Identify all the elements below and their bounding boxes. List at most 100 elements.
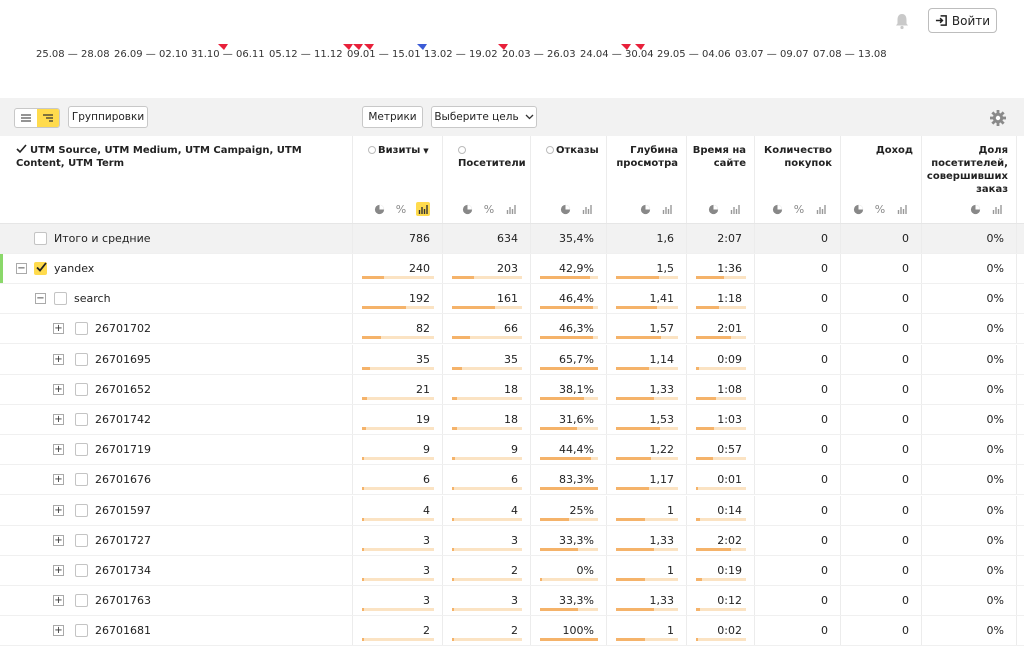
row-checkbox[interactable]	[75, 533, 88, 547]
timeline-date[interactable]: 13.02 — 19.02	[424, 49, 498, 60]
row-checkbox[interactable]	[75, 624, 88, 638]
table-row[interactable]: − yandex 240 203 42,9% 1,5 1:36 0 0 0%	[0, 254, 1024, 284]
column-header[interactable]: Глубина просмотра	[606, 144, 678, 170]
row-checkbox[interactable]	[54, 292, 67, 306]
view-toggle[interactable]	[14, 108, 60, 128]
column-header[interactable]: Доля посетителей, совершивших заказ	[921, 144, 1008, 196]
pie-chart-icon[interactable]	[706, 202, 720, 216]
expand-icon[interactable]: +	[53, 383, 64, 395]
table-row[interactable]: +26701676 6 6 83,3% 1,17 0:01 0 0 0%	[0, 465, 1024, 496]
groupings-button[interactable]: Группировки	[68, 106, 148, 128]
column-header[interactable]: Визиты ▼	[368, 144, 438, 158]
row-label[interactable]: Итого и средние	[54, 232, 151, 245]
bar-chart-icon[interactable]	[504, 202, 518, 216]
pie-chart-icon[interactable]	[851, 202, 865, 216]
timeline-date[interactable]: 25.08 — 28.08	[36, 49, 110, 60]
table-row[interactable]: +26701727 3 3 33,3% 1,33 2:02 0 0 0%	[0, 525, 1024, 556]
table-row[interactable]: +26701719 9 9 44,4% 1,22 0:57 0 0 0%	[0, 435, 1024, 466]
row-label[interactable]: search	[74, 292, 111, 306]
row-label[interactable]: 26701763	[95, 594, 151, 608]
expand-icon[interactable]: +	[53, 414, 64, 425]
collapse-icon[interactable]: −	[35, 293, 46, 305]
timeline-date[interactable]: 31.10 — 06.11	[191, 49, 265, 60]
row-label[interactable]: 26701676	[95, 473, 151, 487]
expand-icon[interactable]: +	[53, 323, 64, 335]
bell-icon[interactable]	[893, 12, 911, 30]
timeline-date[interactable]: 29.05 — 04.06	[657, 49, 731, 60]
timeline-date[interactable]: 09.01 — 15.01	[347, 49, 421, 60]
annotation-flag-icon[interactable]	[353, 44, 363, 50]
row-label[interactable]: 26701734	[95, 564, 151, 577]
column-header[interactable]: Посетители	[458, 144, 526, 170]
expand-icon[interactable]: +	[53, 474, 64, 486]
timeline-date[interactable]: 26.09 — 02.10	[114, 49, 188, 60]
annotation-flag-icon[interactable]	[364, 44, 374, 50]
list-view-icon[interactable]	[15, 109, 37, 127]
pie-chart-icon[interactable]	[460, 202, 474, 216]
annotation-flag-icon[interactable]	[218, 44, 228, 50]
table-row[interactable]: +26701734 3 2 0% 1 0:19 0 0 0%	[0, 556, 1024, 586]
expand-icon[interactable]: +	[53, 565, 64, 576]
expand-icon[interactable]: +	[53, 444, 64, 456]
percent-icon[interactable]: %	[395, 202, 407, 216]
row-checkbox[interactable]	[75, 322, 88, 336]
row-checkbox[interactable]	[75, 413, 88, 426]
pie-chart-icon[interactable]	[968, 202, 982, 216]
column-header[interactable]: Отказы	[546, 144, 602, 157]
row-label[interactable]: 26701681	[95, 624, 151, 638]
row-label[interactable]: 26701719	[95, 443, 151, 457]
timeline-date[interactable]: 20.03 — 26.03	[502, 49, 576, 60]
timeline-date[interactable]: 03.07 — 09.07	[735, 49, 809, 60]
total-row[interactable]: Итого и средние 786 634 35,4% 1,6 2:07 0 0 0%	[0, 224, 1024, 254]
expand-icon[interactable]: +	[53, 595, 64, 607]
pie-chart-icon[interactable]	[558, 202, 572, 216]
table-row[interactable]: +26701702 82 66 46,3% 1,57 2:01 0 0 0%	[0, 314, 1024, 345]
percent-icon[interactable]: %	[793, 202, 805, 216]
pie-chart-icon[interactable]	[372, 202, 386, 216]
percent-icon[interactable]: %	[483, 202, 495, 216]
pie-chart-icon[interactable]	[638, 202, 652, 216]
bar-chart-icon[interactable]	[814, 202, 828, 216]
table-row[interactable]: +26701652 21 18 38,1% 1,33 1:08 0 0 0%	[0, 374, 1024, 405]
row-checkbox[interactable]	[75, 503, 88, 517]
bar-chart-icon[interactable]	[895, 202, 909, 216]
table-row[interactable]: − search 192 161 46,4% 1,41 1:18 0 0 0%	[0, 284, 1024, 315]
annotation-flag-icon[interactable]	[635, 44, 645, 50]
column-header[interactable]: Время на сайте	[686, 144, 746, 170]
annotation-flag-icon[interactable]	[498, 44, 508, 50]
row-checkbox[interactable]	[75, 382, 88, 396]
bar-chart-icon[interactable]	[728, 202, 742, 216]
timeline-date[interactable]: 05.12 — 11.12	[269, 49, 343, 60]
row-checkbox[interactable]	[75, 443, 88, 457]
expand-icon[interactable]: +	[53, 625, 64, 637]
table-row[interactable]: +26701681 2 2 100% 1 0:02 0 0 0%	[0, 616, 1024, 647]
row-label[interactable]: 26701652	[95, 382, 151, 396]
radio-icon[interactable]	[546, 146, 554, 154]
row-label[interactable]: 26701742	[95, 413, 151, 426]
radio-icon[interactable]	[368, 146, 376, 154]
column-header[interactable]: Количество покупок	[754, 144, 832, 170]
table-row[interactable]: +26701742 19 18 31,6% 1,53 1:03 0 0 0%	[0, 405, 1024, 435]
expand-icon[interactable]: +	[53, 353, 64, 365]
radio-icon[interactable]	[458, 146, 466, 154]
bar-chart-icon[interactable]	[990, 202, 1004, 216]
pie-chart-icon[interactable]	[770, 202, 784, 216]
collapse-icon[interactable]: −	[16, 263, 27, 274]
tree-view-icon[interactable]	[37, 109, 59, 127]
row-checkbox[interactable]	[34, 232, 47, 245]
annotation-flag-icon[interactable]	[417, 44, 427, 50]
column-header[interactable]: Доход	[840, 144, 913, 157]
percent-icon[interactable]: %	[874, 202, 886, 216]
bar-chart-icon[interactable]	[580, 202, 594, 216]
annotation-flag-icon[interactable]	[343, 44, 353, 50]
row-checkbox[interactable]	[75, 352, 88, 366]
row-label[interactable]: 26701727	[95, 533, 151, 547]
expand-icon[interactable]: +	[53, 504, 64, 516]
table-row[interactable]: +26701695 35 35 65,7% 1,14 0:09 0 0 0%	[0, 344, 1024, 375]
row-label[interactable]: 26701702	[95, 322, 151, 336]
login-button[interactable]: Войти	[928, 8, 997, 33]
timeline-date[interactable]: 07.08 — 13.08	[813, 49, 887, 60]
bar-chart-icon[interactable]	[416, 202, 430, 216]
gear-icon[interactable]	[989, 109, 1007, 127]
row-checkbox[interactable]	[75, 473, 88, 487]
